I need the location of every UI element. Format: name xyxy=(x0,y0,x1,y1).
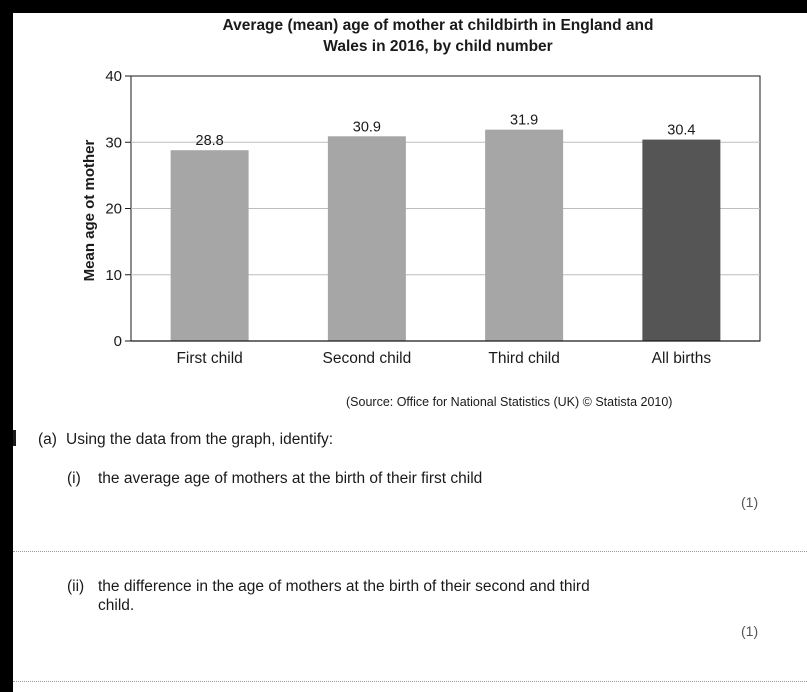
part-i-marks: (1) xyxy=(741,494,759,510)
question-number-marker xyxy=(13,430,16,446)
y-tick-label: 40 xyxy=(105,68,122,85)
answer-line-2 xyxy=(13,681,807,682)
bar-chart: 0 10 20 30 40 Mean age ot mother 28.8 First chi… xyxy=(81,68,761,367)
part-ii-text-line-1: the difference in the age of mothers at … xyxy=(98,578,590,595)
x-tick-label: First child xyxy=(176,350,242,367)
y-tick-label: 20 xyxy=(105,201,122,218)
y-axis-label: Mean age ot mother xyxy=(81,139,98,281)
part-ii-label: (ii) xyxy=(67,578,85,595)
part-ii-marks: (1) xyxy=(741,623,759,639)
bar-third-child xyxy=(485,129,564,341)
y-tick-label: 10 xyxy=(105,267,122,284)
part-a-label: (a) xyxy=(38,431,57,448)
part-a-text: Using the data from the graph, identify: xyxy=(66,431,334,448)
chart-title-line-2: Wales in 2016, by child number xyxy=(323,38,553,55)
x-tick-label: Third child xyxy=(488,350,560,367)
data-label: 30.9 xyxy=(353,119,381,135)
y-tick-label: 0 xyxy=(114,333,122,350)
x-tick-label: Second child xyxy=(322,350,411,367)
x-tick-label: All births xyxy=(652,350,712,367)
exam-page: Average (mean) age of mother at childbir… xyxy=(13,13,807,692)
chart-title-line-1: Average (mean) age of mother at childbir… xyxy=(222,17,654,34)
bar-all-births xyxy=(642,139,721,341)
data-label: 31.9 xyxy=(510,113,538,129)
answer-line-1 xyxy=(13,551,807,552)
source-note: (Source: Office for National Statistics … xyxy=(346,395,673,409)
data-label: 30.4 xyxy=(667,123,695,139)
part-ii-text-line-2: child. xyxy=(98,597,135,614)
data-label: 28.8 xyxy=(196,133,224,149)
y-tick-label: 30 xyxy=(105,134,122,151)
part-i-text: the average age of mothers at the birth … xyxy=(98,470,483,487)
part-i-label: (i) xyxy=(67,470,81,487)
chart-title: Average (mean) age of mother at childbir… xyxy=(113,15,763,57)
bar-first-child xyxy=(170,150,249,341)
bar-second-child xyxy=(327,136,406,341)
